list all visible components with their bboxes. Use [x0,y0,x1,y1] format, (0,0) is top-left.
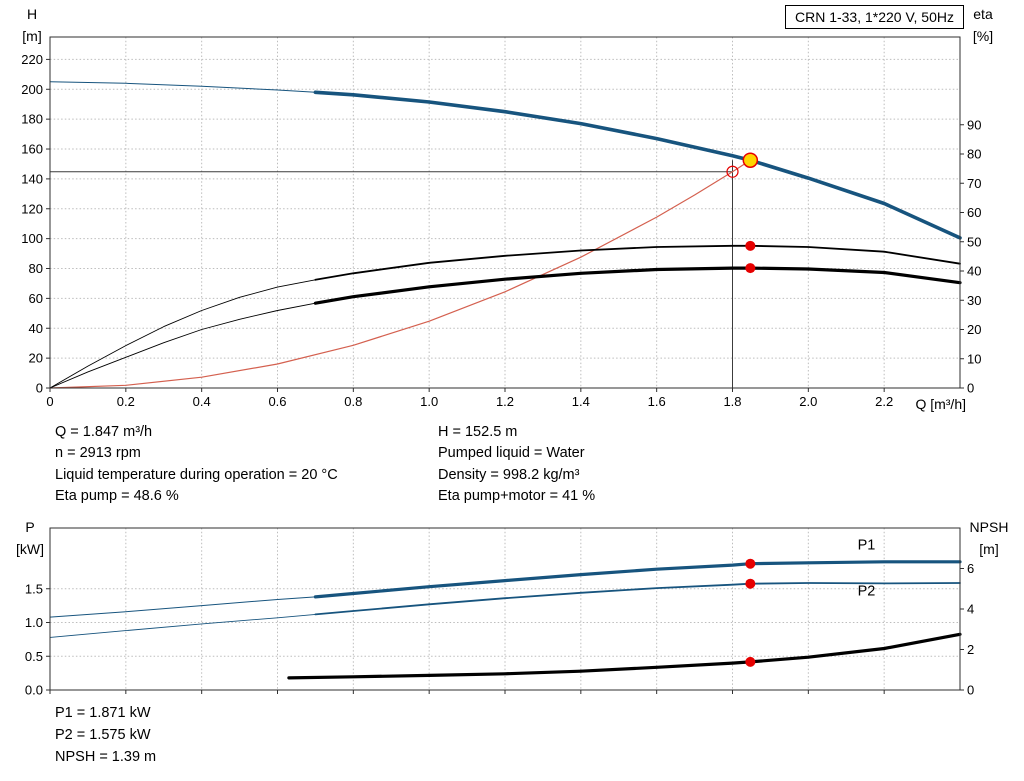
npsh-axis-label: NPSH [m] [960,516,1018,560]
info-pumped-liquid: Pumped liquid = Water [438,445,585,462]
npsh-curve [287,632,962,680]
y-right-tick-label: 80 [967,147,981,162]
x-tick-label: 1.0 [420,394,438,409]
head-curve-thin [49,81,316,93]
y-left-tick-label: 0 [36,381,43,396]
info-eta-pump: Eta pump = 48.6 % [55,488,179,505]
p1-curve-label: P1 [858,538,876,554]
q-axis-label: Q [m³/h] [915,396,966,412]
y-left-tick-label: 60 [29,291,43,306]
y-left-tick-label: 200 [21,82,43,97]
npsh-axis-unit: [m] [979,541,999,557]
x-tick-label: 0.8 [344,394,362,409]
info-p1: P1 = 1.871 kW [55,705,151,721]
requested-duty-point [726,165,739,178]
y-left-tick-label: 80 [29,261,43,276]
x-tick-label: 0.2 [117,394,135,409]
npsh-duty-dot [745,656,756,667]
p2-curve [314,582,961,616]
head-capacity-chart: 0 0.2 0.4 0.6 0.8 1.0 1.2 1.4 1.6 1.8 2.0 2.2 0 20 40 6… [21,36,981,409]
y-left-tick-label: 160 [21,142,43,157]
pump-title-box: CRN 1-33, 1*220 V, 50Hz [784,5,964,29]
y-right-tick-label: 20 [967,322,981,337]
eta-pump-curve-thin [49,279,316,389]
x-tick-label: 0.4 [193,394,211,409]
eta-pump-motor-duty-dot [745,263,756,274]
y-left-tick-label: 0.5 [25,649,43,664]
info-flow: Q = 1.847 m³/h [55,424,153,440]
eta-pump-motor-curve [313,266,962,305]
p1-curve-thin [49,596,316,618]
y-right-tick-label: 10 [967,351,981,366]
y-left-tick-label: 20 [29,351,43,366]
info-density: Density = 998.2 kg/m³ [438,466,580,483]
system-curve [49,159,751,389]
h-axis-label: H [m] [14,3,50,47]
y-left-tick-label: 1.5 [25,581,43,596]
y-right-tick-label: 40 [967,264,981,279]
y-left-tick-label: 140 [21,171,43,186]
npsh-axis-name: NPSH [969,519,1009,535]
p1-duty-dot [745,558,756,569]
x-tick-label: 1.8 [723,394,741,409]
info-head: H = 152.5 m [438,424,518,440]
eta-axis-label: eta [%] [962,3,1004,47]
h-axis-name: H [26,6,38,22]
eta-axis-name: eta [973,6,993,22]
y-right-tick-label: 90 [967,117,981,132]
y-right-tick-label: 50 [967,234,981,249]
x-tick-label: 0 [46,394,53,409]
p2-duty-dot [745,578,756,589]
y-left-tick-label: 120 [21,201,43,216]
y-right-tick-label: 2 [967,642,974,657]
y-right-tick-label: 0 [967,683,974,698]
p2-curve-thin [49,613,316,638]
y-right-tick-label: 70 [967,176,981,191]
eta-pump-motor-curve-thin [49,302,316,389]
x-tick-label: 2.2 [875,394,893,409]
y-right-tick-label: 60 [967,205,981,220]
p1-curve [313,560,962,599]
p-axis-unit: [kW] [16,541,44,557]
y-right-tick-label: 6 [967,561,974,576]
power-npsh-chart: P1 P2 0.0 0.5 1.0 1.5 0 2 4 6 [25,527,974,698]
x-tick-label: 2.0 [799,394,817,409]
y-left-tick-label: 40 [29,321,43,336]
p2-curve-label: P2 [858,584,876,600]
duty-info-right: H = 152.5 m Pumped liquid = Water Densit… [438,422,595,508]
y-left-tick-label: 100 [21,231,43,246]
x-tick-label: 1.4 [572,394,590,409]
head-curve [313,90,962,240]
p-axis-name: P [25,519,35,535]
h-axis-unit: [m] [22,28,42,44]
info-liquid-temp: Liquid temperature during operation = 20… [55,466,338,483]
info-npsh: NPSH = 1.39 m [55,749,157,765]
info-p2: P2 = 1.575 kW [55,727,151,743]
y-right-tick-label: 4 [967,602,974,617]
eta-pump-duty-dot [745,240,756,251]
y-left-tick-label: 220 [21,52,43,67]
y-right-tick-label: 0 [967,381,974,396]
eta-axis-unit: [%] [972,28,994,44]
duty-info-left: Q = 1.847 m³/h n = 2913 rpm Liquid tempe… [55,422,338,508]
y-left-tick-label: 180 [21,112,43,127]
info-eta-pump-motor: Eta pump+motor = 41 % [438,488,596,505]
y-right-tick-label: 30 [967,293,981,308]
duty-point[interactable] [742,152,759,168]
info-speed: n = 2913 rpm [55,445,141,462]
x-tick-label: 1.6 [648,394,666,409]
p-axis-label: P [kW] [8,516,52,560]
power-info: P1 = 1.871 kW P2 = 1.575 kW NPSH = 1.39 … [55,702,156,768]
x-tick-label: 0.6 [268,394,286,409]
y-left-tick-label: 1.0 [25,615,43,630]
eta-pump-curve [314,244,961,281]
y-left-tick-label: 0.0 [25,683,43,698]
x-tick-label: 1.2 [496,394,514,409]
